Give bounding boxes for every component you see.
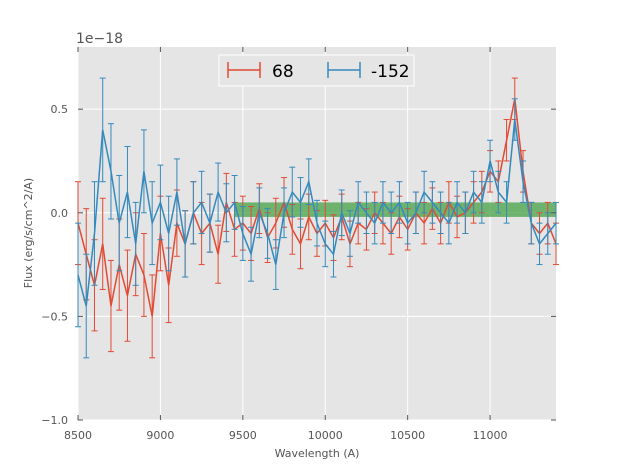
x-tick-label: 9000	[146, 429, 174, 442]
legend-label-neg152: -152	[371, 62, 410, 82]
x-tick-label: 8500	[64, 429, 92, 442]
ticks: 8500 9000 9500 10000 10500 11000 −1.0 −0.5 0.0 0.…	[41, 47, 556, 442]
y-tick-label: −1.0	[41, 414, 68, 427]
series-line	[77, 119, 557, 307]
legend-marker-neg152	[327, 62, 361, 78]
legend: 68 -152	[218, 54, 415, 87]
x-tick-label: 10000	[308, 429, 343, 442]
legend-label-68: 68	[272, 62, 294, 82]
series-1	[75, 77, 559, 359]
series-layer	[75, 77, 559, 359]
y-axis-label: Flux (erg/s/cm^2/A)	[22, 178, 35, 288]
x-tick-label: 10500	[390, 429, 425, 442]
legend-marker-68	[227, 62, 261, 78]
y-tick-label: 0.5	[51, 103, 69, 116]
x-tick-label: 9500	[229, 429, 257, 442]
offset-label: 1e−18	[76, 31, 123, 47]
y-tick-label: 0.0	[51, 207, 69, 220]
x-axis-label: Wavelength (A)	[275, 447, 360, 460]
y-tick-label: −0.5	[41, 310, 68, 323]
x-tick-label: 11000	[473, 429, 508, 442]
